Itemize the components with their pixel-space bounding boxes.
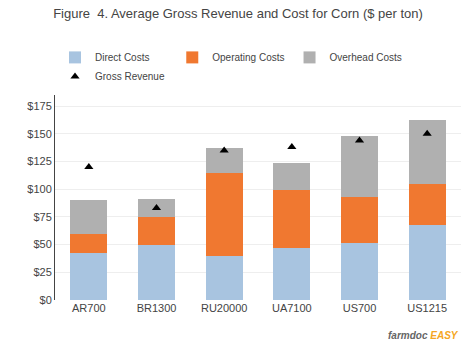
svg-text:$25: $25	[33, 266, 51, 278]
svg-text:BR1300: BR1300	[137, 302, 177, 314]
svg-text:$125: $125	[27, 155, 51, 167]
svg-text:$0: $0	[40, 294, 52, 306]
svg-text:US1215: US1215	[407, 302, 447, 314]
svg-text:Direct Costs: Direct Costs	[95, 52, 149, 63]
svg-text:Operating Costs: Operating Costs	[212, 52, 284, 63]
svg-text:UA7100: UA7100	[272, 302, 312, 314]
svg-text:$50: $50	[33, 238, 51, 250]
svg-text:Gross Revenue: Gross Revenue	[95, 71, 165, 82]
svg-text:farmdoc EASY: farmdoc EASY	[388, 330, 459, 341]
svg-text:$175: $175	[27, 100, 51, 112]
svg-text:$75: $75	[33, 211, 51, 223]
svg-text:US700: US700	[343, 302, 377, 314]
svg-text:AR700: AR700	[72, 302, 106, 314]
svg-text:Figure 4. Average Gross Reven: Figure 4. Average Gross Revenue and Cost…	[53, 6, 423, 21]
svg-text:Overhead Costs: Overhead Costs	[330, 52, 402, 63]
svg-text:$150: $150	[27, 128, 51, 140]
svg-text:RU20000: RU20000	[201, 302, 247, 314]
svg-text:$100: $100	[27, 183, 51, 195]
